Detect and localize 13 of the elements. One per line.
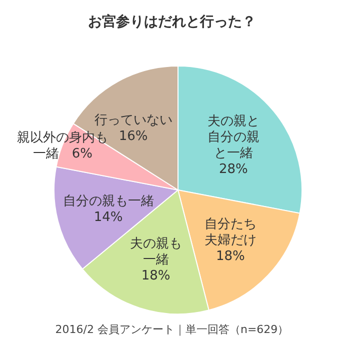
data-label: 18% [141, 268, 170, 284]
slice-label: 親以外の身内も一緒 6% [17, 130, 108, 162]
slice-label: 夫の親と自分の親と一緒 [207, 114, 260, 162]
slice-label: 行っていない [94, 112, 172, 128]
slice-label: 自分の親も一緒 [62, 194, 154, 209]
data-label: 28% [218, 162, 248, 178]
text: 2016/2 会員アンケート｜単一回答（n=629） [55, 323, 289, 336]
chart-title: お宮参りはだれと行った？ [88, 13, 256, 30]
slice-label: 夫の親も一緒 [130, 236, 182, 268]
data-label: 16% [118, 128, 148, 144]
data-label: 18% [216, 249, 245, 264]
data-label: 14% [94, 210, 123, 225]
slice-label: 自分たち夫婦だけ [204, 217, 256, 248]
